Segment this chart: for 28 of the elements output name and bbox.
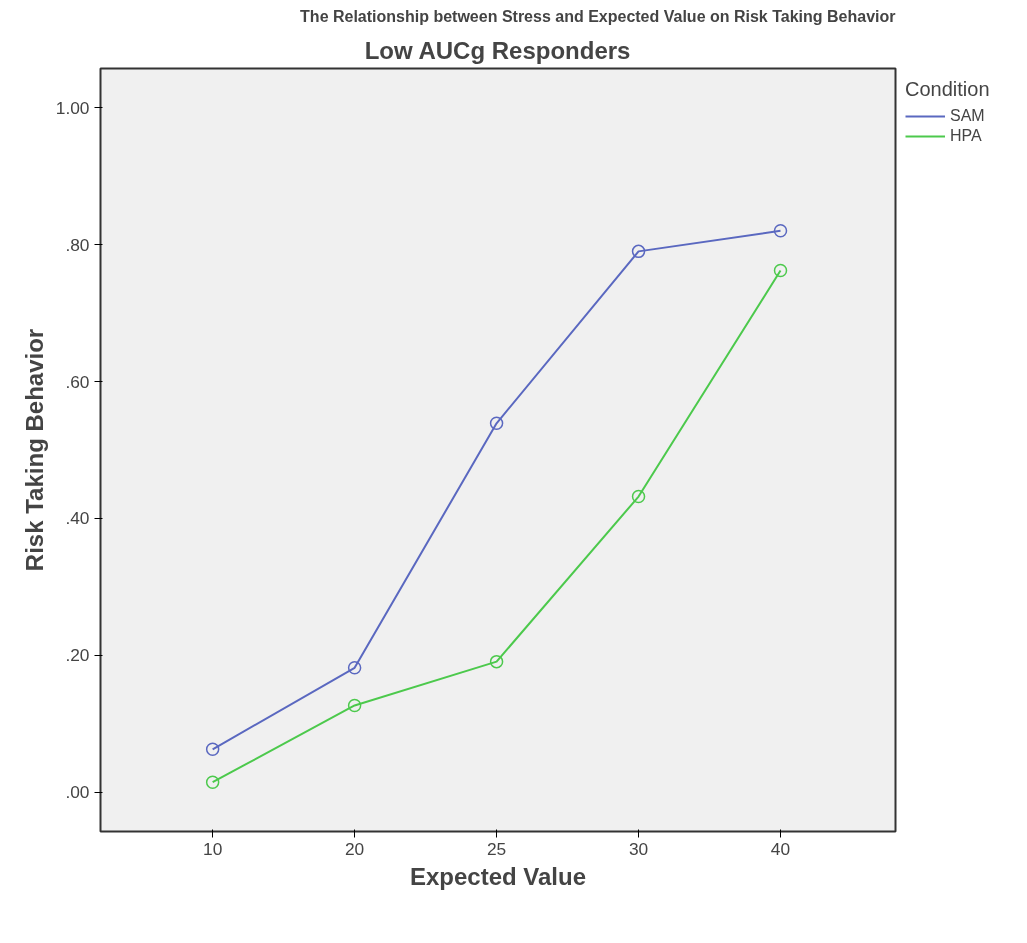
point <box>489 654 504 669</box>
y-tick-label: .40 <box>65 508 90 529</box>
x-axis-title: Expected Value <box>409 862 587 890</box>
y-axis-title: Risk Taking Behavior <box>20 328 48 572</box>
point <box>205 775 220 789</box>
x-tick-label: 40 <box>770 838 791 859</box>
y-tick-label: .60 <box>65 371 90 392</box>
point <box>773 263 788 278</box>
y-tick-label: .00 <box>65 782 90 803</box>
legend-title: Condition <box>905 78 990 101</box>
point <box>631 489 646 504</box>
point <box>489 416 504 431</box>
y-tick-label: .80 <box>65 234 90 255</box>
x-tick-label: 30 <box>628 838 649 859</box>
point <box>205 742 220 757</box>
y-tick-label: 1.00 <box>55 97 90 118</box>
chart-title: The Relationship between Stress and Expected Value on Risk Taking Behavior <box>300 7 896 25</box>
y-tick-label: .20 <box>65 645 90 666</box>
point <box>347 661 362 675</box>
x-tick-label: 10 <box>203 838 223 859</box>
point <box>347 698 362 713</box>
point <box>631 244 646 259</box>
x-tick-label: 20 <box>344 838 365 859</box>
legend-label: HPA <box>950 127 982 145</box>
chart-subtitle: Low AUCg Responders <box>364 36 631 64</box>
x-tick-label: 25 <box>486 838 507 859</box>
legend-label: SAM <box>950 107 985 125</box>
point <box>773 224 788 238</box>
